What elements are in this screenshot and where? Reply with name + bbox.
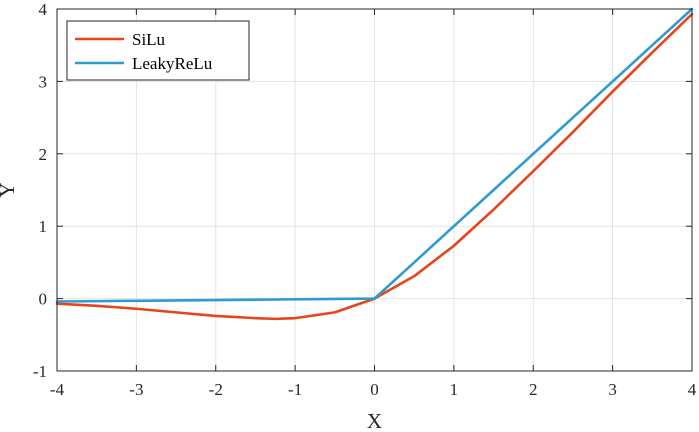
series-layer bbox=[55, 7, 694, 321]
y-tick-label: 4 bbox=[39, 0, 48, 19]
y-axis-label: Y bbox=[0, 182, 19, 197]
y-tick-label: 3 bbox=[39, 72, 48, 91]
x-tick-label: -3 bbox=[129, 380, 143, 399]
series-line-leakyrelu bbox=[55, 7, 694, 303]
x-tick-label: 0 bbox=[370, 380, 379, 399]
ticks: -4 -3 -2 -1 0 1 2 3 4 -1 0 1 2 3 4 bbox=[33, 0, 697, 399]
x-tick-label: -2 bbox=[209, 380, 223, 399]
x-tick-label: 3 bbox=[608, 380, 617, 399]
x-tick-label: -4 bbox=[50, 380, 65, 399]
series-line-silu bbox=[55, 12, 694, 321]
x-tick-label: 2 bbox=[529, 380, 538, 399]
legend-label-silu: SiLu bbox=[132, 30, 166, 49]
x-tick-label: 1 bbox=[450, 380, 459, 399]
x-axis-label: X bbox=[367, 409, 382, 432]
legend: SiLu LeakyReLu bbox=[66, 20, 250, 81]
x-tick-label: 4 bbox=[688, 380, 697, 399]
legend-box bbox=[66, 20, 250, 81]
y-tick-label: -1 bbox=[33, 362, 47, 381]
x-tick-label: -1 bbox=[288, 380, 302, 399]
legend-label-leakyrelu: LeakyReLu bbox=[132, 54, 213, 73]
y-tick-label: 1 bbox=[39, 217, 48, 236]
y-tick-label: 0 bbox=[39, 290, 48, 309]
y-tick-label: 2 bbox=[39, 145, 48, 164]
